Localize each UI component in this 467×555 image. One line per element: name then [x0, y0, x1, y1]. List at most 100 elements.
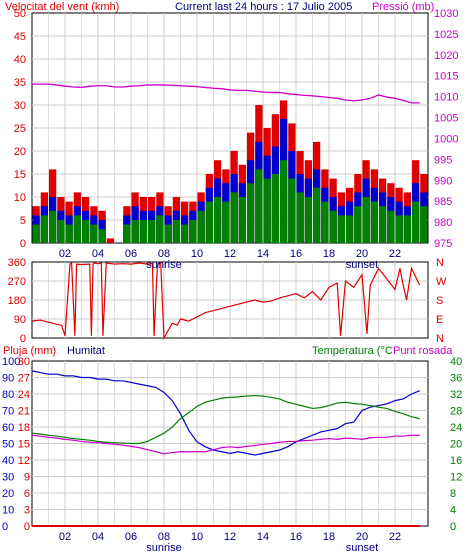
rain-y-tick-label: 27	[18, 373, 30, 385]
temperature-y-tick-label: 8	[450, 488, 456, 500]
humidity-y-tick-label: 80	[2, 389, 14, 401]
humidity-y-tick-label: 0	[2, 521, 8, 533]
wind-bar-low	[90, 224, 98, 243]
wind-bar-low	[238, 197, 246, 243]
wind-speed-title: Velocitat del vent (kmh)	[5, 1, 119, 13]
humidity-y-tick-label: 50	[2, 439, 14, 451]
wind-bar-low	[337, 215, 345, 243]
x-tick-label: 06	[125, 531, 137, 543]
rain-y-tick-label: 18	[18, 422, 30, 434]
pressure-line	[32, 83, 420, 104]
temperature-y-tick-label: 28	[450, 406, 462, 418]
wind-bar-low	[362, 197, 370, 243]
temperature-y-tick-label: 16	[450, 455, 462, 467]
pressure-y-tick-label: 975	[434, 238, 452, 250]
wind-bar-low	[296, 192, 304, 243]
wind-bar-low	[379, 206, 387, 243]
humidity-y-tick-label: 10	[2, 505, 14, 517]
wind-bar-low	[205, 201, 213, 243]
wind-bar-low	[395, 215, 403, 243]
rain-y-tick-label: 12	[18, 455, 30, 467]
wind-y-tick-label: 30	[14, 100, 26, 112]
pressure-y-tick-label: 985	[434, 196, 452, 208]
wind-bar-low	[247, 183, 255, 243]
wind-bar-low	[271, 174, 279, 243]
wind-bar-low	[57, 220, 65, 243]
temperature-title: Temperatura (°C	[312, 345, 393, 357]
pressure-y-tick-label: 1005	[434, 113, 458, 125]
wind-y-tick-label: 10	[14, 192, 26, 204]
wind-bar-low	[98, 229, 106, 243]
wind-bar-low	[354, 206, 362, 243]
x-tick-label: 20	[356, 248, 368, 260]
humidity-y-tick-label: 100	[2, 356, 20, 368]
rain-y-tick-label: 21	[18, 406, 30, 418]
wind-bar-low	[172, 220, 180, 243]
direction-y-tick-label: 180	[8, 295, 26, 307]
wind-bar-low	[131, 220, 139, 243]
dew-point-title: Punt rosada	[393, 345, 453, 357]
wind-bar-gust	[106, 238, 114, 243]
pressure-y-tick-label: 1025	[434, 29, 458, 41]
x-tick-label: 02	[59, 531, 71, 543]
wind-bar-low	[412, 201, 420, 243]
x-tick-label: 18	[323, 531, 335, 543]
pressure-y-tick-label: 995	[434, 154, 452, 166]
series-line-temperatura-c	[31, 395, 420, 445]
wind-bar-low	[403, 215, 411, 243]
pressure-y-tick-label: 1000	[434, 133, 458, 145]
wind-bar-low	[73, 215, 81, 243]
x-tick-label: 02	[59, 248, 71, 260]
rain-y-tick-label: 24	[18, 389, 30, 401]
data-layer	[31, 83, 428, 527]
x-tick-label: 16	[290, 248, 302, 260]
compass-label: N	[436, 333, 444, 345]
wind-bar-low	[420, 206, 428, 243]
humidity-y-tick-label: 60	[2, 422, 14, 434]
temperature-y-tick-label: 12	[450, 472, 462, 484]
pressure-y-tick-label: 1020	[434, 50, 458, 62]
temperature-y-tick-label: 20	[450, 439, 462, 451]
rain-y-tick-label: 0	[24, 521, 30, 533]
wind-y-tick-label: 5	[20, 215, 26, 227]
grid-layer	[32, 13, 428, 526]
compass-label: W	[436, 276, 447, 288]
x-tick-label: 08	[158, 248, 170, 260]
rain-title: Pluja (mm)	[3, 345, 56, 357]
pressure-y-tick-label: 990	[434, 175, 452, 187]
x-tick-label: 04	[92, 531, 104, 543]
humidity-y-tick-label: 40	[2, 455, 14, 467]
wind-bar-low	[321, 201, 329, 243]
wind-bar-low	[346, 215, 354, 243]
compass-label: S	[436, 295, 443, 307]
wind-bar-low	[197, 210, 205, 243]
wind-y-tick-label: 45	[14, 31, 26, 43]
x-tick-label: 22	[389, 248, 401, 260]
wind-bar-low	[222, 201, 230, 243]
wind-bar-low	[189, 220, 197, 243]
humidity-y-tick-label: 70	[2, 406, 14, 418]
wind-bar-low	[313, 187, 321, 243]
x-annotation-sunset: sunset	[346, 542, 378, 554]
pressure-y-tick-label: 980	[434, 217, 452, 229]
wind-bar-low	[181, 224, 189, 243]
pressure-y-tick-label: 1010	[434, 92, 458, 104]
rain-y-tick-label: 9	[24, 472, 30, 484]
x-tick-label: 08	[158, 531, 170, 543]
direction-y-tick-label: 0	[20, 333, 26, 345]
wind-y-tick-label: 15	[14, 169, 26, 181]
wind-bar-low	[329, 210, 337, 243]
wind-bar-low	[255, 169, 263, 243]
x-tick-label: 06	[125, 248, 137, 260]
humidity-y-tick-label: 30	[2, 472, 14, 484]
wind-bar-low	[230, 192, 238, 243]
wind-bar-low	[288, 178, 296, 243]
wind-bar-low	[370, 201, 378, 243]
x-tick-label: 12	[224, 531, 236, 543]
temperature-y-tick-label: 32	[450, 389, 462, 401]
x-tick-label: 20	[356, 531, 368, 543]
direction-y-tick-label: 270	[8, 276, 26, 288]
series-line-humitat	[31, 370, 420, 456]
pressure-y-tick-label: 1015	[434, 71, 458, 83]
pressure-title: Pressió (mb)	[372, 1, 434, 13]
